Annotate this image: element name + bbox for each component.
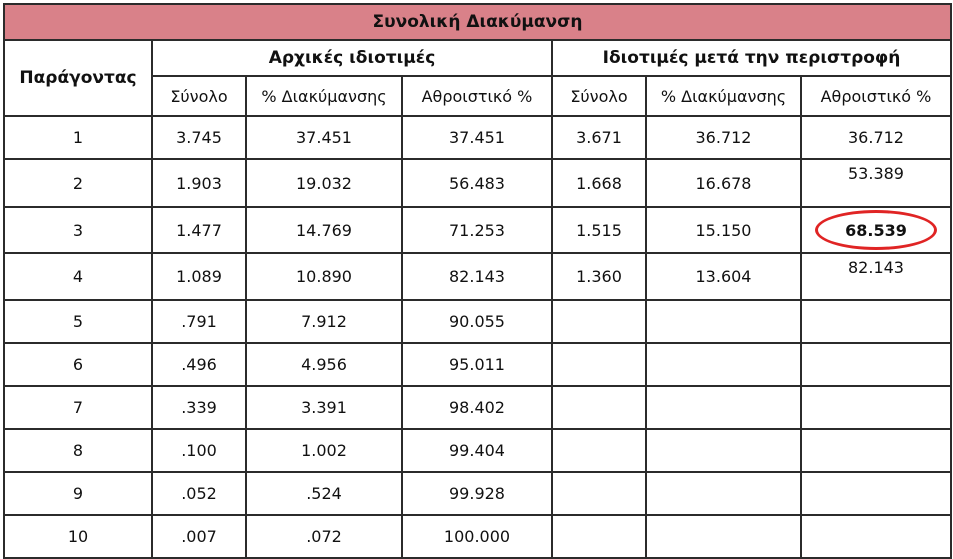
subheader-rotated-cumulative: Αθροιστικό % — [800, 75, 952, 117]
table-cell: 3.391 — [245, 385, 403, 430]
table-row: 7 .339 3.391 98.402 — [3, 385, 952, 430]
factor-cell: 10 — [3, 514, 153, 559]
table-cell — [645, 428, 802, 473]
table-cell: .100 — [151, 428, 247, 473]
table-cell: 100.000 — [401, 514, 553, 559]
table-cell — [800, 299, 952, 344]
factor-cell: 9 — [3, 471, 153, 516]
table-cell: 53.389 — [800, 158, 952, 208]
table-cell: 98.402 — [401, 385, 553, 430]
factor-cell: 8 — [3, 428, 153, 473]
highlighted-value: 68.539 — [845, 220, 907, 240]
table-cell: 15.150 — [645, 206, 802, 254]
factor-cell: 1 — [3, 115, 153, 160]
subheader-initial-variance: % Διακύμανσης — [245, 75, 403, 117]
table-row: 9 .052 .524 99.928 — [3, 471, 952, 516]
table-cell: 71.253 — [401, 206, 553, 254]
table-cell: 37.451 — [245, 115, 403, 160]
factor-cell: 3 — [3, 206, 153, 254]
table-title: Συνολική Διακύμανση — [3, 3, 952, 41]
table-row: 10 .007 .072 100.000 — [3, 514, 952, 559]
factor-cell: 2 — [3, 158, 153, 208]
table-row: 8 .100 1.002 99.404 — [3, 428, 952, 473]
table-cell — [800, 471, 952, 516]
table-cell: 99.404 — [401, 428, 553, 473]
table-cell: 95.011 — [401, 342, 553, 387]
table-cell: 4.956 — [245, 342, 403, 387]
table-row: 4 1.089 10.890 82.143 1.360 13.604 82.14… — [3, 252, 952, 301]
table-cell: .524 — [245, 471, 403, 516]
table-cell — [551, 514, 647, 559]
table-cell: .072 — [245, 514, 403, 559]
table-cell: 10.890 — [245, 252, 403, 301]
rotated-eigenvalues-header: Ιδιοτιμές μετά την περιστροφή — [551, 39, 952, 77]
table-cell: 7.912 — [245, 299, 403, 344]
table-cell: 90.055 — [401, 299, 553, 344]
highlighted-cell: 68.539 — [800, 206, 952, 254]
table-cell: .791 — [151, 299, 247, 344]
table-cell: .052 — [151, 471, 247, 516]
table-cell — [800, 385, 952, 430]
table-cell: 1.360 — [551, 252, 647, 301]
table-cell: 13.604 — [645, 252, 802, 301]
table-row: 2 1.903 19.032 56.483 1.668 16.678 53.38… — [3, 158, 952, 208]
table-cell — [645, 471, 802, 516]
initial-eigenvalues-header: Αρχικές ιδιοτιμές — [151, 39, 553, 77]
factor-cell: 4 — [3, 252, 153, 301]
table-cell: 99.928 — [401, 471, 553, 516]
factor-cell: 5 — [3, 299, 153, 344]
table-cell: .339 — [151, 385, 247, 430]
subheader-initial-cumulative: Αθροιστικό % — [401, 75, 553, 117]
factor-cell: 7 — [3, 385, 153, 430]
table-cell: 56.483 — [401, 158, 553, 208]
table-cell: 37.451 — [401, 115, 553, 160]
table-row: 6 .496 4.956 95.011 — [3, 342, 952, 387]
table-cell: 1.668 — [551, 158, 647, 208]
table-cell — [551, 299, 647, 344]
table-cell — [645, 342, 802, 387]
table-cell — [645, 514, 802, 559]
table-cell: 1.002 — [245, 428, 403, 473]
table-cell — [551, 471, 647, 516]
table-cell — [800, 514, 952, 559]
table-cell: 36.712 — [800, 115, 952, 160]
table-cell: 3.745 — [151, 115, 247, 160]
table-cell — [551, 385, 647, 430]
table-cell — [645, 299, 802, 344]
table-cell: 36.712 — [645, 115, 802, 160]
table-cell: .007 — [151, 514, 247, 559]
table-cell: 82.143 — [800, 252, 952, 301]
table-cell: 1.903 — [151, 158, 247, 208]
table-cell: 14.769 — [245, 206, 403, 254]
subheader-initial-total: Σύνολο — [151, 75, 247, 117]
factor-cell: 6 — [3, 342, 153, 387]
total-variance-table: Συνολική Διακύμανση Παράγοντας Αρχικές ι… — [3, 3, 952, 559]
table-cell: 16.678 — [645, 158, 802, 208]
table-cell — [551, 428, 647, 473]
table-cell — [800, 428, 952, 473]
factor-column-header: Παράγοντας — [3, 39, 153, 117]
table-cell: 1.089 — [151, 252, 247, 301]
table-cell — [551, 342, 647, 387]
variance-table-figure: Συνολική Διακύμανση Παράγοντας Αρχικές ι… — [3, 3, 952, 559]
table-cell — [645, 385, 802, 430]
subheader-rotated-variance: % Διακύμανσης — [645, 75, 802, 117]
table-cell: .496 — [151, 342, 247, 387]
table-cell: 82.143 — [401, 252, 553, 301]
table-cell — [800, 342, 952, 387]
table-row: 3 1.477 14.769 71.253 1.515 15.150 68.53… — [3, 206, 952, 254]
table-cell: 1.515 — [551, 206, 647, 254]
table-row: 1 3.745 37.451 37.451 3.671 36.712 36.71… — [3, 115, 952, 160]
table-cell: 3.671 — [551, 115, 647, 160]
table-cell: 19.032 — [245, 158, 403, 208]
table-row: 5 .791 7.912 90.055 — [3, 299, 952, 344]
table-cell: 1.477 — [151, 206, 247, 254]
subheader-rotated-total: Σύνολο — [551, 75, 647, 117]
